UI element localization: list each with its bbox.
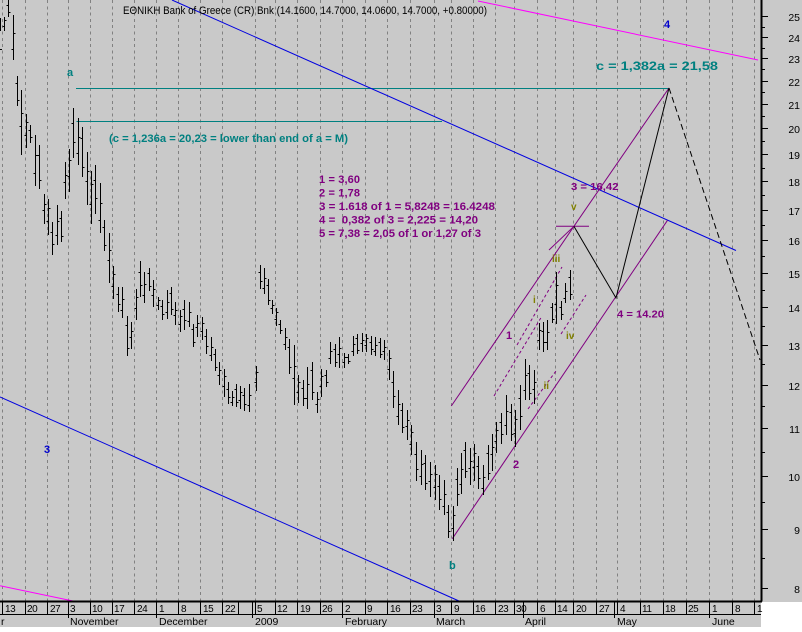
svg-text:8: 8	[794, 584, 800, 596]
svg-text:1: 1	[159, 604, 165, 615]
svg-text:1: 1	[712, 604, 718, 615]
svg-text:13: 13	[788, 341, 800, 353]
svg-text:December: December	[159, 616, 208, 627]
svg-text:27: 27	[599, 604, 610, 615]
svg-text:27: 27	[50, 604, 61, 615]
svg-text:r: r	[1, 616, 5, 627]
svg-text:iv: iv	[566, 331, 575, 342]
svg-text:16: 16	[788, 236, 800, 248]
svg-text:4: 4	[664, 19, 671, 31]
svg-text:18: 18	[788, 177, 800, 189]
svg-text:iii: iii	[552, 254, 561, 265]
svg-text:24: 24	[137, 604, 148, 615]
svg-text:20: 20	[576, 604, 587, 615]
svg-text:c = 1,382a = 21,58: c = 1,382a = 21,58	[596, 59, 718, 73]
svg-text:12: 12	[788, 381, 800, 393]
svg-text:4 = 14.20: 4 = 14.20	[617, 310, 664, 321]
svg-text:16: 16	[390, 604, 401, 615]
svg-text:15: 15	[788, 269, 800, 281]
svg-text:22: 22	[225, 604, 236, 615]
svg-text:ii: ii	[544, 381, 550, 392]
svg-text:2: 2	[345, 604, 351, 615]
svg-text:23: 23	[498, 604, 509, 615]
svg-text:9: 9	[367, 604, 373, 615]
svg-text:b: b	[449, 560, 456, 572]
svg-text:21: 21	[788, 100, 800, 112]
svg-text:2 = 1,78: 2 = 1,78	[319, 188, 360, 200]
svg-text:2: 2	[513, 459, 519, 471]
svg-text:23: 23	[412, 604, 423, 615]
svg-text:1: 1	[757, 604, 763, 615]
svg-text:3: 3	[70, 604, 76, 615]
svg-text:3: 3	[44, 444, 50, 456]
svg-text:26: 26	[322, 604, 333, 615]
svg-text:5: 5	[257, 604, 263, 615]
svg-text:4: 4	[620, 604, 626, 615]
svg-text:14: 14	[557, 604, 568, 615]
svg-text:9: 9	[794, 525, 800, 537]
svg-text:10: 10	[92, 604, 103, 615]
svg-text:6: 6	[540, 604, 546, 615]
svg-text:30: 30	[516, 604, 527, 615]
svg-text:March: March	[436, 616, 465, 627]
svg-text:22: 22	[788, 77, 800, 89]
svg-text:25: 25	[688, 604, 699, 615]
svg-text:April: April	[525, 616, 546, 627]
svg-text:12: 12	[277, 604, 288, 615]
svg-text:16: 16	[475, 604, 486, 615]
svg-text:14: 14	[788, 303, 800, 315]
svg-text:June: June	[712, 616, 735, 627]
svg-text:5 = 7,38 = 2,05 of 1 or 1,27 o: 5 = 7,38 = 2,05 of 1 or 1,27 of 3	[319, 228, 481, 240]
svg-text:18: 18	[665, 604, 676, 615]
svg-text:17: 17	[114, 604, 125, 615]
svg-text:3: 3	[436, 604, 442, 615]
svg-text:23: 23	[788, 54, 800, 66]
svg-text:2009: 2009	[255, 616, 279, 627]
svg-text:ΕΘΝΙΚΗ Bank of Greece (CR) Bnk: ΕΘΝΙΚΗ Bank of Greece (CR) Bnk (14.1600,…	[123, 5, 487, 17]
svg-text:8: 8	[181, 604, 187, 615]
svg-text:19: 19	[300, 604, 311, 615]
svg-text:November: November	[70, 616, 119, 627]
svg-text:May: May	[617, 616, 638, 627]
svg-text:8: 8	[735, 604, 741, 615]
svg-text:13: 13	[5, 604, 16, 615]
svg-text:3 = 16,42: 3 = 16,42	[571, 182, 619, 193]
svg-text:10: 10	[788, 472, 800, 484]
svg-text:9: 9	[454, 604, 460, 615]
svg-text:1 = 3,60: 1 = 3,60	[319, 174, 360, 186]
svg-text:20: 20	[788, 124, 800, 136]
svg-text:11: 11	[789, 424, 800, 436]
svg-text:19: 19	[788, 150, 800, 162]
svg-text:24: 24	[788, 33, 800, 45]
svg-text:a: a	[67, 67, 74, 79]
svg-text:i: i	[533, 295, 536, 306]
svg-text:4 = 0,382 of 3 = 2,225 = 14,2: 4 = 0,382 of 3 = 2,225 = 14,20	[319, 215, 478, 227]
svg-text:3 = 1.618 of 1 = 5,8248 = 16.4: 3 = 1.618 of 1 = 5,8248 = 16.4248	[319, 201, 495, 213]
svg-text:February: February	[345, 616, 388, 627]
svg-text:20: 20	[27, 604, 38, 615]
svg-text:(c = 1,236a = 20,23 = lower th: (c = 1,236a = 20,23 = lower than end of …	[109, 133, 348, 145]
svg-text:17: 17	[788, 206, 800, 218]
svg-text:v: v	[571, 202, 577, 213]
svg-text:11: 11	[642, 604, 652, 615]
svg-text:1: 1	[506, 330, 512, 342]
svg-text:25: 25	[788, 12, 800, 24]
svg-text:15: 15	[203, 604, 214, 615]
